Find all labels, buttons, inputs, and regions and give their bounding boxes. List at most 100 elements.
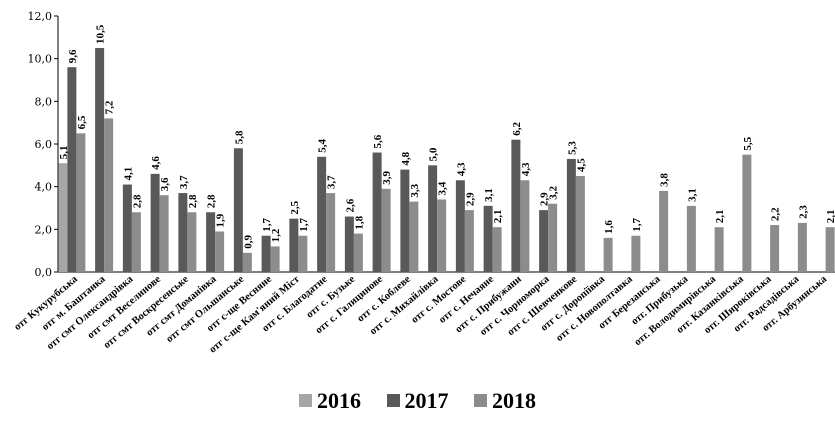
data-label-2018: 2,3: [797, 205, 809, 219]
data-label-2018: 1,8: [353, 215, 365, 229]
data-label-2017: 5,6: [372, 134, 384, 148]
bar-2018: [353, 233, 363, 272]
bar-2018: [76, 133, 86, 272]
bar-2017: [400, 169, 410, 272]
y-tick-label: 8,0: [35, 95, 53, 108]
data-label-2018: 3,1: [686, 188, 698, 202]
data-label-2018: 3,8: [659, 173, 671, 187]
bar-2018: [187, 212, 197, 272]
bar-2017: [233, 148, 243, 272]
data-label-2017: 2,6: [344, 198, 356, 212]
data-label-2018: 2,2: [770, 207, 782, 221]
y-tick-label: 0,0: [35, 266, 53, 279]
bar-2018: [686, 205, 696, 272]
data-label-2017: 6,2: [511, 121, 523, 135]
bar-2017: [178, 193, 188, 272]
data-label-2017: 9,6: [67, 49, 79, 63]
bar-2018: [631, 235, 641, 272]
data-label-2017: 10,5: [95, 24, 107, 44]
legend-label-2016: 2016: [317, 388, 361, 413]
data-label-2018: 3,2: [548, 185, 560, 199]
bar-2018: [104, 118, 114, 273]
legend: 2016 2017 2018: [0, 388, 835, 414]
legend-item-2018: 2018: [474, 388, 536, 414]
legend-label-2017: 2017: [404, 388, 449, 413]
data-label-2018: 6,5: [76, 115, 88, 129]
data-label-2018: 2,9: [464, 192, 476, 206]
data-label-2018: 3,7: [326, 175, 338, 189]
bar-2017: [566, 158, 576, 272]
data-label-2018: 2,1: [492, 209, 504, 223]
legend-swatch-2016: [299, 394, 312, 407]
data-label-2018: 1,7: [631, 217, 643, 231]
data-label-2018: 2,8: [187, 194, 199, 208]
bars: [58, 48, 835, 273]
bar-2018: [825, 227, 835, 272]
bar-2017: [511, 139, 521, 272]
data-label-2017: 5,0: [428, 147, 440, 161]
bar-2018: [242, 252, 252, 272]
data-label-2017: 2,8: [206, 194, 218, 208]
data-label-2017: 3,1: [483, 188, 495, 202]
data-label-2018: 7,2: [104, 100, 116, 114]
data-labels: 5,1 9,6 10,5 4,1 4,6 3,7 2,8 5,8 1,7 2,5 5,4 2,6 5,6…: [58, 24, 835, 249]
data-label-2018: 2,1: [825, 209, 835, 223]
data-label-2018: 4,3: [520, 162, 532, 176]
bar-2018: [326, 193, 336, 272]
bar-2017: [150, 173, 160, 272]
data-label-2017: 4,1: [122, 167, 134, 181]
data-label-2016: 5,1: [58, 145, 70, 159]
bar-2018: [464, 210, 474, 272]
y-tick-label: 4,0: [35, 181, 53, 194]
bar-2018: [298, 235, 308, 272]
bar-2017: [122, 184, 132, 272]
bar-2018: [659, 190, 669, 272]
bar-2018: [437, 199, 447, 272]
data-label-2018: 3,4: [437, 181, 449, 195]
data-label-2018: 0,9: [242, 235, 254, 249]
bar-2016: [58, 163, 68, 272]
bar-2018: [548, 203, 558, 272]
data-label-2017: 4,6: [150, 156, 162, 170]
legend-swatch-2018: [474, 394, 487, 407]
y-tick-label: 6,0: [35, 138, 53, 151]
bar-2018: [742, 154, 752, 272]
legend-item-2017: 2017: [386, 388, 449, 414]
bar-2017: [317, 156, 327, 272]
data-label-2017: 5,4: [317, 139, 329, 153]
bar-2017: [261, 235, 271, 272]
bar-2018: [215, 231, 225, 272]
bar-2018: [159, 195, 169, 272]
bar-2018: [381, 188, 391, 272]
y-tick-label: 10,0: [28, 53, 53, 66]
legend-item-2016: 2016: [299, 388, 361, 414]
bar-2018: [770, 225, 780, 272]
bar-2018: [131, 212, 141, 272]
data-label-2017: 5,3: [566, 141, 578, 155]
data-label-2017: 3,7: [178, 175, 190, 189]
data-label-2017: 4,3: [455, 162, 467, 176]
data-label-2017: 2,5: [289, 200, 301, 214]
data-label-2018: 5,5: [742, 136, 754, 150]
data-label-2017: 5,8: [233, 130, 245, 144]
data-label-2017: 1,7: [261, 217, 273, 231]
bar-2017: [428, 165, 438, 272]
data-label-2018: 3,9: [381, 171, 393, 185]
bar-chart: 0,0 2,0 4,0 6,0 8,0 10,0 12,0 5,1 9,6 10,5 4,1 4,6…: [12, 10, 835, 355]
bar-2017: [372, 152, 382, 272]
legend-label-2018: 2018: [492, 388, 536, 413]
bar-2017: [289, 218, 299, 272]
data-label-2018: 1,7: [298, 217, 310, 231]
bar-2018: [714, 227, 724, 272]
bar-2018: [797, 222, 807, 272]
legend-swatch-2017: [386, 394, 400, 407]
bar-2017: [455, 180, 465, 272]
bar-2017: [483, 205, 493, 272]
bar-2018: [603, 237, 613, 272]
data-label-2018: 1,9: [215, 213, 227, 227]
data-label-2018: 3,6: [159, 177, 171, 191]
bar-2018: [520, 180, 530, 272]
data-label-2018: 3,3: [409, 183, 421, 197]
bar-2017: [67, 67, 77, 272]
data-label-2017: 4,8: [400, 151, 412, 165]
